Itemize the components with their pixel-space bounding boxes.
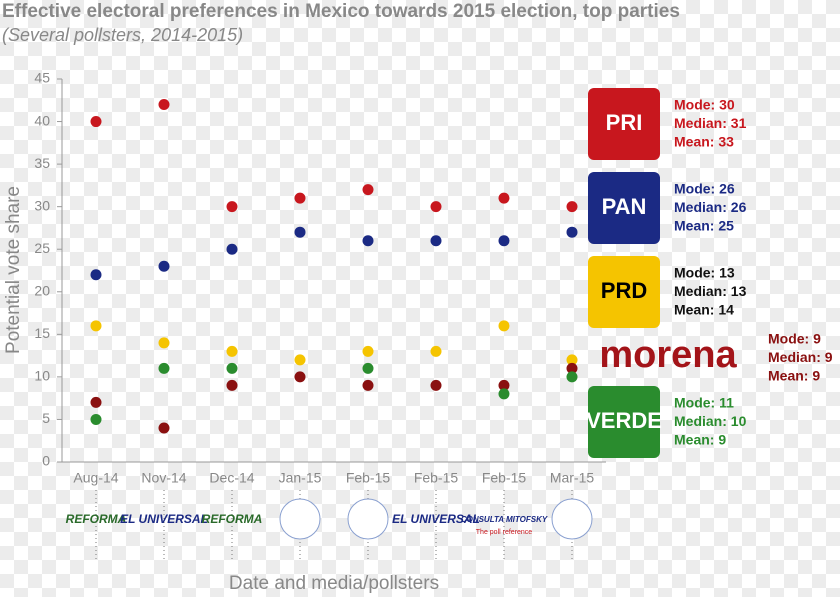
legend-stat: Mode: 11: [674, 395, 734, 411]
pollster: CONSULTA MITOFSKY: [461, 515, 548, 524]
x-tick-label: Feb-15: [482, 470, 527, 486]
dot: [566, 226, 578, 238]
dot: [90, 116, 102, 128]
dot: [498, 320, 510, 332]
legend-logo: [588, 386, 660, 458]
dot: [498, 235, 510, 247]
dot: [158, 260, 170, 272]
dot: [90, 320, 102, 332]
legend-stat: Mean: 14: [674, 302, 734, 318]
x-tick-label: Nov-14: [141, 470, 186, 486]
dot: [226, 243, 238, 255]
dot: [430, 235, 442, 247]
dot: [294, 354, 306, 366]
pollster-seal: [551, 498, 593, 540]
dot: [226, 379, 238, 391]
dot: [498, 388, 510, 400]
y-tick-label: 30: [34, 197, 50, 213]
legend-stat: Mean: 25: [674, 218, 734, 234]
x-tick-label: Aug-14: [73, 470, 118, 486]
pollster-seal: [279, 498, 321, 540]
legend-logo: [588, 88, 660, 160]
dot: [498, 192, 510, 204]
dot: [362, 345, 374, 357]
x-tick-label: Mar-15: [550, 470, 595, 486]
y-tick-label: 0: [42, 453, 50, 469]
y-tick-label: 10: [34, 368, 50, 384]
x-tick-label: Jan-15: [279, 470, 322, 486]
pollster: REFORMA: [202, 512, 263, 526]
y-tick-label: 35: [34, 155, 50, 171]
dot: [90, 396, 102, 408]
legend-stat: Median: 31: [674, 115, 747, 131]
dot: [430, 201, 442, 213]
dot: [226, 345, 238, 357]
legend-label: PRI: [606, 110, 643, 135]
dot: [294, 192, 306, 204]
dot: [566, 354, 578, 366]
chart-subtitle: (Several pollsters, 2014-2015): [2, 25, 243, 45]
dot: [226, 362, 238, 374]
dot: [90, 413, 102, 425]
dot: [362, 235, 374, 247]
legend-stat: Mean: 9: [768, 368, 820, 384]
dot: [566, 201, 578, 213]
dot: [566, 362, 578, 374]
dot: [294, 371, 306, 383]
legend-stat: Mode: 13: [674, 265, 735, 281]
dot: [430, 345, 442, 357]
legend-logo: [588, 172, 660, 244]
dot: [158, 99, 170, 111]
dot: [362, 184, 374, 196]
legend-stat: Mode: 9: [768, 331, 821, 347]
dot: [294, 226, 306, 238]
legend-stat: Mean: 9: [674, 432, 726, 448]
dot: [158, 362, 170, 374]
dot: [566, 371, 578, 383]
y-tick-label: 5: [42, 410, 50, 426]
x-tick-label: Dec-14: [209, 470, 254, 486]
pollster: EL UNIVERSAL: [392, 512, 480, 526]
legend-label: PAN: [602, 194, 647, 219]
legend-stat: Mode: 26: [674, 181, 735, 197]
y-tick-label: 45: [34, 70, 50, 86]
legend-stat: Median: 26: [674, 199, 747, 215]
legend-logo: [588, 256, 660, 328]
pollster: EL UNIVERSAL: [120, 512, 208, 526]
pollster-seal: [347, 498, 389, 540]
x-axis-label: Date and media/pollsters: [229, 573, 439, 594]
dot: [498, 379, 510, 391]
legend-label: morena: [599, 334, 737, 376]
legend-stat: Median: 9: [768, 349, 833, 365]
y-axis-label: Potential vote share: [3, 186, 24, 354]
legend-stat: Mean: 33: [674, 134, 734, 150]
legend-stat: Median: 13: [674, 283, 747, 299]
dot: [362, 379, 374, 391]
chart-title: Effective electoral preferences in Mexic…: [2, 1, 680, 22]
y-tick-label: 40: [34, 112, 50, 128]
x-tick-label: Feb-15: [346, 470, 391, 486]
dot: [158, 337, 170, 349]
legend-stat: Median: 10: [674, 413, 747, 429]
dot: [226, 201, 238, 213]
dot: [362, 362, 374, 374]
dot: [90, 269, 102, 281]
y-tick-label: 15: [34, 325, 50, 341]
legend-stat: Mode: 30: [674, 97, 735, 113]
y-tick-label: 20: [34, 282, 50, 298]
dot: [158, 422, 170, 434]
dot: [430, 379, 442, 391]
pollster-tagline: The poll reference: [476, 529, 533, 536]
x-tick-label: Feb-15: [414, 470, 459, 486]
legend-label: PRD: [601, 278, 647, 303]
pollster: REFORMA: [66, 512, 127, 526]
y-tick-label: 25: [34, 240, 50, 256]
legend-label: VERDE: [586, 408, 662, 433]
